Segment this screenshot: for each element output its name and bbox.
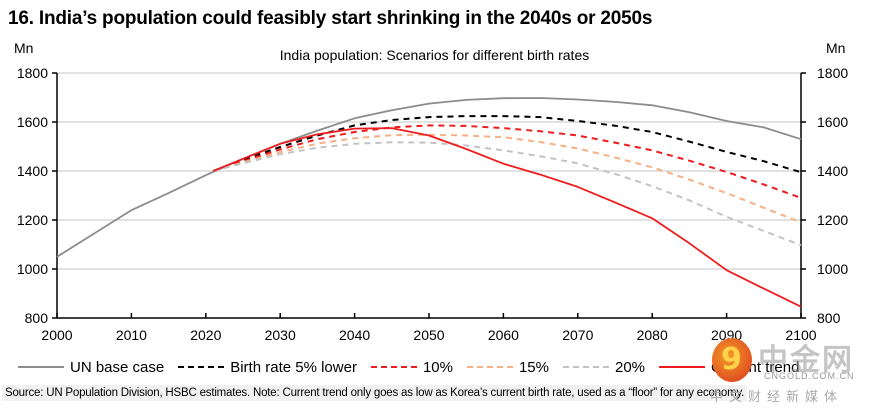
x-tick-label: 2040 [339, 327, 370, 343]
legend-item-15: 15% [466, 358, 549, 376]
legend-label: 10% [422, 358, 453, 376]
y-tick-label-right: 1000 [817, 261, 848, 277]
y-axis-left-ticks: 800 1000 1200 1400 1600 1800 [17, 65, 57, 326]
legend-swatch [563, 366, 609, 368]
y-tick-label-left: 1800 [17, 65, 48, 81]
x-tick-label: 2100 [785, 327, 816, 343]
watermark-domain: CNGOLD.COM.CN [764, 371, 855, 381]
series-line-15 [212, 133, 802, 224]
legend-label: UN base case [70, 358, 165, 376]
y-tick-label-left: 1400 [17, 163, 48, 179]
gridlines [57, 72, 801, 270]
legend-item-birth-rate-5-lower: Birth rate 5% lower [178, 359, 357, 376]
watermark-brand: 中金网 [758, 343, 854, 378]
legend-item-10: 10% [370, 358, 453, 376]
series-line-20 [212, 141, 802, 247]
right-axis-unit: Mn [826, 40, 846, 56]
source-note: Source: UN Population Division, HSBC est… [2, 385, 748, 401]
series-line-10 [212, 124, 802, 199]
chart-title: 16. India’s population could feasibly st… [8, 8, 653, 29]
x-tick-label: 2060 [488, 327, 519, 343]
watermark-tagline: 中文财经新媒体 [710, 390, 844, 405]
legend-item-un-base-case: UN base case [18, 359, 164, 376]
x-tick-label: 2050 [413, 327, 444, 343]
x-tick-label: 2070 [562, 327, 593, 343]
y-tick-label-right: 1200 [817, 212, 848, 228]
legend: UN base case Birth rate 5% lower 10% 15% 20%… [18, 356, 813, 378]
legend-label: 15% [518, 358, 549, 376]
x-tick-label: 2080 [637, 327, 668, 343]
y-tick-label-right: 800 [817, 310, 841, 326]
y-tick-label-left: 1200 [17, 212, 48, 228]
legend-swatch [370, 366, 417, 368]
legend-swatch [178, 366, 225, 368]
y-tick-label-left: 1000 [17, 261, 48, 277]
axes [56, 73, 802, 319]
series-line-birth-rate-5-lower [212, 115, 802, 174]
series-lines [56, 97, 802, 308]
legend-swatch [18, 366, 64, 368]
watermark-logo-glyph: 9 [721, 342, 742, 377]
x-tick-label: 2020 [190, 327, 221, 343]
legend-swatch [659, 366, 706, 368]
x-tick-label: 2030 [265, 327, 296, 343]
left-axis-unit: Mn [14, 40, 34, 56]
legend-swatch [466, 366, 513, 368]
y-axis-right-ticks: 800 1000 1200 1400 1600 1800 [801, 65, 848, 326]
legend-label: Birth rate 5% lower [230, 358, 357, 376]
chart-subtitle: India population: Scenarios for differen… [279, 47, 590, 63]
y-tick-label-right: 1600 [817, 114, 848, 130]
series-line-current-trend [212, 127, 802, 308]
x-tick-label: 2000 [41, 327, 72, 343]
x-tick-label: 2010 [116, 327, 147, 343]
legend-label: 20% [615, 358, 646, 376]
y-tick-label-right: 1800 [817, 65, 848, 81]
legend-item-20: 20% [563, 359, 645, 376]
y-tick-label-left: 1600 [17, 114, 48, 130]
series-line-un-base-case [56, 97, 802, 258]
y-tick-label-right: 1400 [817, 163, 848, 179]
watermark-logo-icon: 9 [712, 338, 752, 382]
y-tick-label-left: 800 [25, 310, 49, 326]
